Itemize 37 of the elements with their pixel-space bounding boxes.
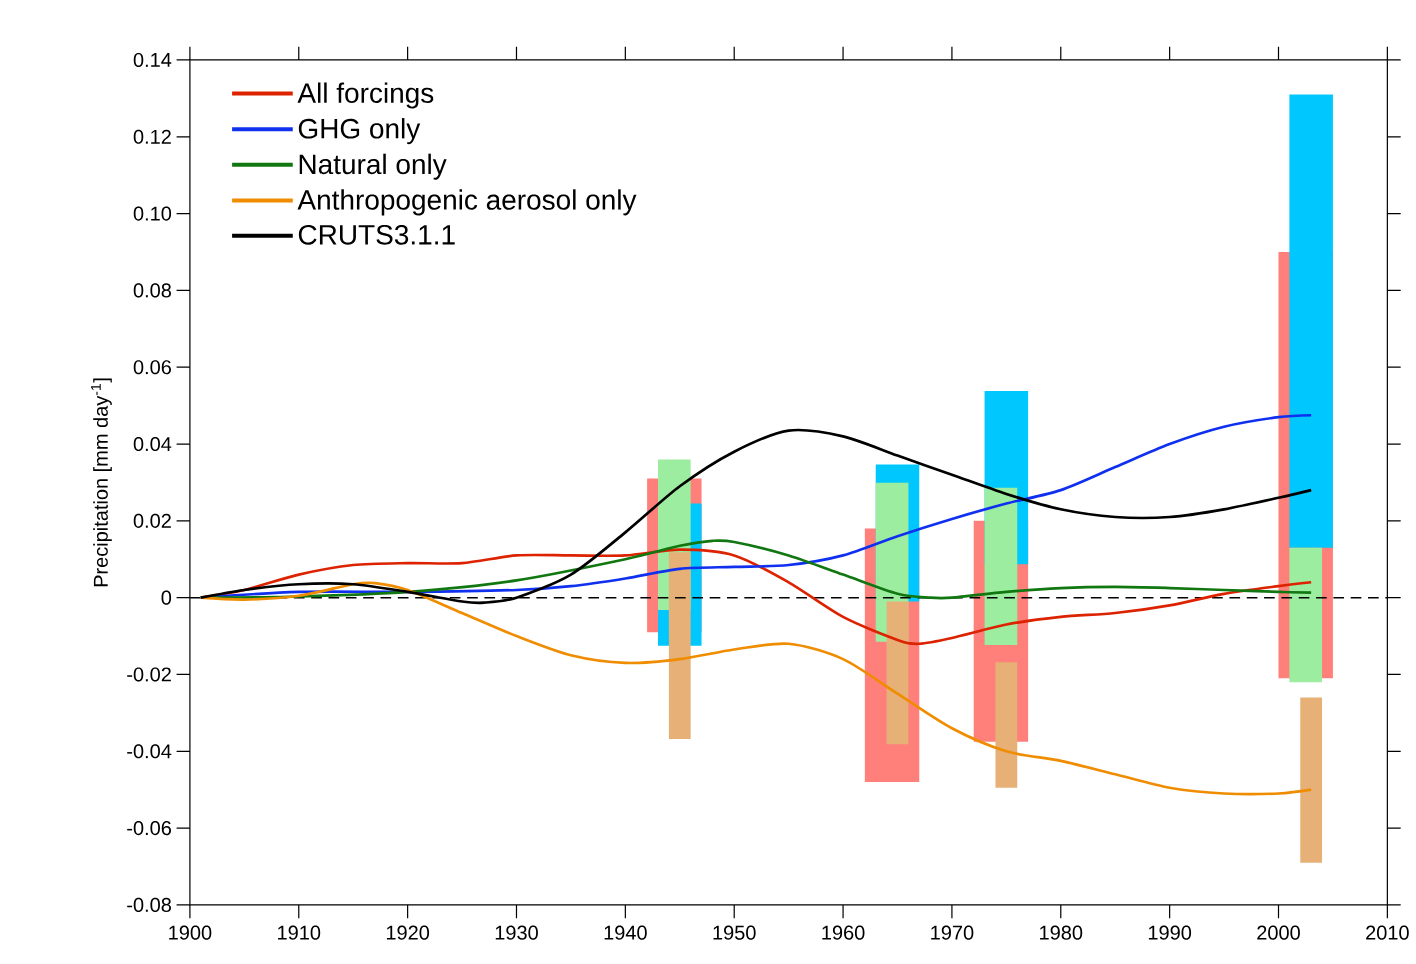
- y-tick-label: -0.08: [127, 898, 171, 913]
- legend-label: Natural only: [299, 153, 447, 180]
- y-tick-label: 0.14: [133, 53, 172, 68]
- x-tick-label: 1970: [931, 925, 974, 940]
- y-tick-label: 0: [161, 590, 172, 605]
- legend-label: CRUTS3.1.1: [298, 225, 455, 245]
- y-tick-label: 0.12: [133, 129, 171, 145]
- x-tick-label: 1930: [495, 925, 538, 940]
- y-axis-title: Precipitation [mm day$^{-1}$]: [91, 378, 112, 587]
- bar: [1300, 697, 1323, 863]
- x-tick-label: 2010: [1366, 925, 1409, 940]
- x-tick-label: 1980: [1040, 925, 1083, 940]
- y-tick-label: -0.02: [127, 667, 171, 682]
- y-tick-label: 0.06: [133, 360, 171, 375]
- legend-label: GHG only: [298, 118, 421, 145]
- x-tick-label: 1960: [822, 925, 865, 940]
- y-tick-label: 0.08: [133, 283, 171, 298]
- y-tick-label: 0.02: [133, 513, 171, 529]
- x-tick-label: 1900: [169, 925, 212, 940]
- y-tick-label: -0.04: [127, 744, 172, 759]
- legend-label: Anthropogenic aerosol only: [297, 189, 637, 216]
- x-tick-label: 1950: [713, 925, 756, 940]
- bar: [668, 552, 691, 740]
- bar: [886, 601, 909, 745]
- x-tick-label: 1920: [386, 925, 430, 940]
- y-tick-label: 0.10: [133, 206, 172, 221]
- bar: [995, 662, 1018, 788]
- bar: [1289, 94, 1333, 548]
- x-tick-label: 1910: [278, 925, 321, 940]
- x-tick-label: 2000: [1257, 925, 1300, 940]
- x-tick-label: 1990: [1148, 925, 1192, 940]
- y-tick-label: 0.04: [133, 437, 172, 452]
- y-tick-label: -0.06: [127, 821, 171, 836]
- legend-label: All forcings: [297, 82, 434, 109]
- bar: [1289, 547, 1323, 683]
- x-tick-label: 1940: [604, 925, 647, 940]
- bar: [984, 488, 1018, 646]
